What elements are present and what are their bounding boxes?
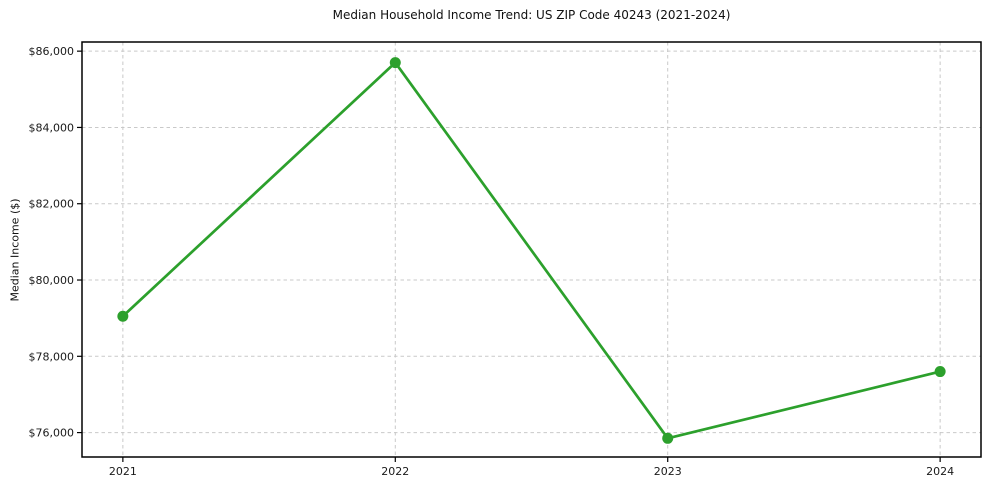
data-point [389,57,401,69]
y-tick-label: $82,000 [29,198,75,211]
chart-title: Median Household Income Trend: US ZIP Co… [332,8,731,22]
y-tick-label: $80,000 [29,274,75,287]
data-point [662,432,674,444]
x-tick-label: 2024 [926,465,954,478]
y-tick-label: $86,000 [29,45,75,58]
x-tick-label: 2022 [381,465,409,478]
y-tick-label: $78,000 [29,350,75,363]
trend-line [121,61,942,440]
data-point [934,366,946,378]
data-point [117,310,129,322]
y-tick-label: $76,000 [29,427,75,440]
y-tick-label: $84,000 [29,121,75,134]
x-tick-label: 2023 [654,465,682,478]
plot-border [81,41,982,458]
x-tick-label: 2021 [109,465,137,478]
